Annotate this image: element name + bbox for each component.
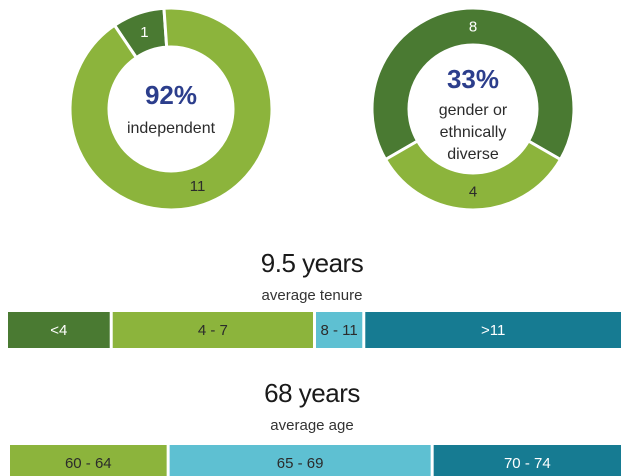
independence-donut-slice	[68, 6, 274, 212]
age-subtitle: average age	[270, 417, 354, 434]
tenure-bar-segment	[365, 312, 621, 348]
age-bar-segment	[10, 445, 167, 476]
diversity-slice-label: 8	[469, 18, 477, 35]
tenure-bar-segment	[8, 312, 110, 348]
diversity-center-label: ethnically	[440, 124, 507, 141]
tenure-segment-label: >11	[481, 322, 505, 339]
tenure-segment-label: <4	[50, 322, 67, 339]
diversity-donut-slice	[370, 6, 576, 162]
tenure-segment-label: 4 - 7	[198, 322, 228, 339]
tenure-subtitle: average tenure	[261, 287, 363, 304]
independence-center-label: independent	[127, 120, 216, 137]
tenure-title: 9.5 years	[260, 248, 364, 278]
age-title: 68 years	[264, 378, 360, 408]
tenure-segment-label: 8 - 11	[321, 322, 358, 339]
diversity-slice-label: 4	[469, 183, 477, 200]
age-bar-segment	[169, 445, 431, 476]
age-segment-label: 60 - 64	[65, 455, 112, 472]
diversity-center-label: gender or	[439, 102, 508, 119]
diversity-percent-value: 33%	[447, 64, 499, 94]
independence-percent-value: 92%	[145, 80, 197, 110]
tenure-bar-segment	[112, 312, 313, 348]
independence-slice-label: 11	[190, 178, 206, 195]
age-segment-label: 65 - 69	[277, 455, 324, 472]
diversity-center-label: diverse	[447, 146, 499, 163]
diversity-donut-slice	[383, 138, 563, 212]
tenure-bar-segment	[316, 312, 363, 348]
independence-slice-label: 1	[140, 24, 148, 41]
age-segment-label: 70 - 74	[504, 455, 551, 472]
age-bar-segment	[433, 445, 621, 476]
